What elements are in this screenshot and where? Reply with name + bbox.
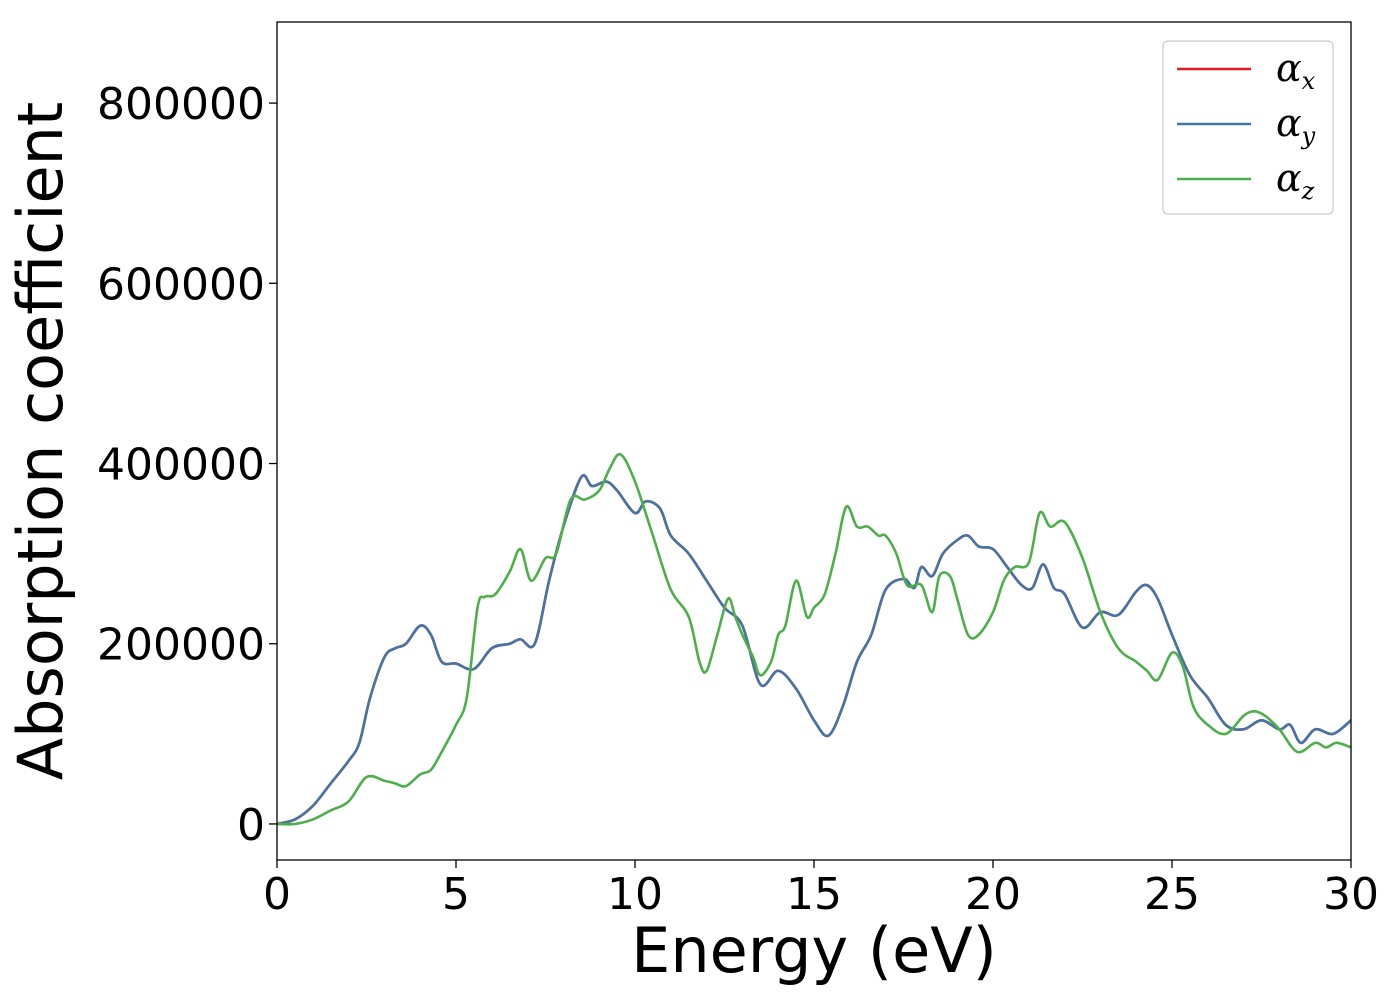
series-line-alpha-x	[277, 474, 1351, 826]
x-tick-label: 30	[1323, 869, 1379, 920]
y-tick-label: 600000	[97, 259, 265, 310]
y-tick-label: 0	[237, 800, 265, 851]
legend-label-alpha-z: αz	[1276, 156, 1315, 205]
y-tick-label: 800000	[97, 79, 265, 130]
x-tick-label: 25	[1144, 869, 1200, 920]
y-tick-label: 400000	[97, 440, 265, 491]
x-tick-label: 15	[786, 869, 842, 920]
series-line-alpha-z	[277, 452, 1351, 826]
legend-label-subscript: y	[1301, 122, 1316, 150]
x-axis-title: Energy (eV)	[631, 914, 997, 987]
x-tick-label: 0	[263, 869, 291, 920]
legend-label-symbol: α	[1276, 46, 1302, 90]
legend-box	[1162, 40, 1334, 215]
legend-label-symbol: α	[1276, 156, 1302, 200]
legend-label-subscript: x	[1302, 67, 1316, 95]
x-tick-label: 5	[442, 869, 470, 920]
legend-label-alpha-x: αx	[1276, 46, 1316, 95]
x-axis: 0 5 10 15 20 25 30	[263, 860, 1379, 920]
x-tick-label: 10	[607, 869, 663, 920]
legend-label-subscript: z	[1301, 177, 1315, 205]
x-tick-label: 20	[965, 869, 1021, 920]
series-line-alpha-y	[277, 474, 1351, 826]
y-axis-title: Absorption coefficient	[4, 102, 77, 781]
series-layer	[277, 452, 1351, 826]
y-axis: 0 200000 400000 600000 800000	[97, 79, 277, 851]
legend-label-alpha-y: αy	[1276, 101, 1316, 150]
y-tick-label: 200000	[97, 620, 265, 671]
legend-label-symbol: α	[1276, 101, 1302, 145]
